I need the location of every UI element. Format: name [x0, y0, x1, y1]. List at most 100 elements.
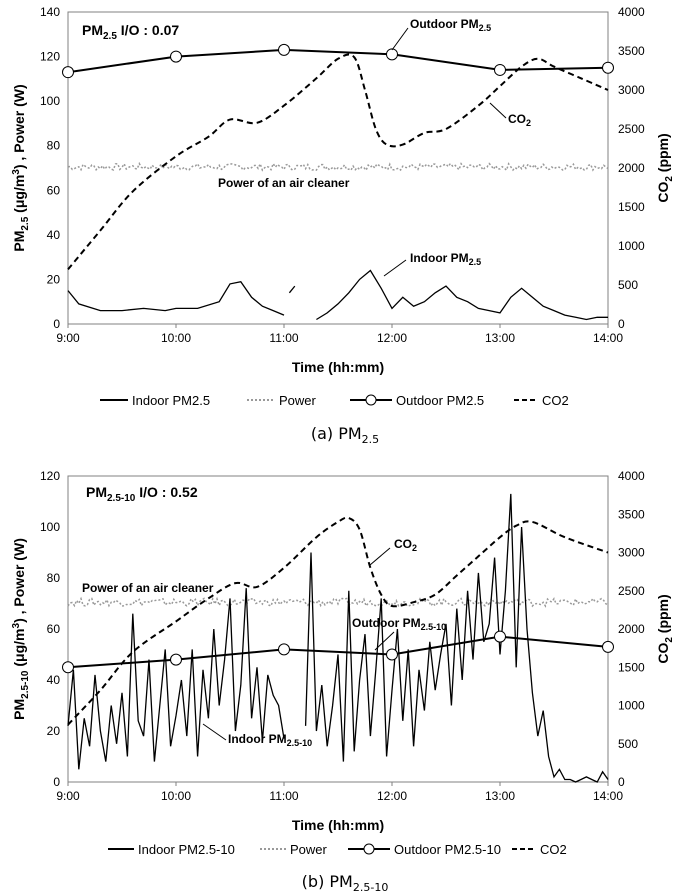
y-left-tick-label: 120: [40, 50, 60, 64]
y-left-tick-label: 60: [47, 622, 61, 636]
legend-marker-outdoor-a: [365, 394, 377, 406]
series-indoor-line: [67, 588, 285, 770]
y-left-tick-label: 0: [53, 775, 60, 789]
y-right-tick-label: 4000: [618, 5, 645, 19]
annotation-outdoor-b: Outdoor PM2.5-10: [352, 616, 446, 632]
legend-a: Indoor PM2.5 Power Outdoor PM2.5 CO2: [100, 393, 569, 408]
y-left-tick-label: 40: [47, 673, 61, 687]
series-power-line: [67, 161, 609, 172]
y-right-tick-label: 3500: [618, 44, 645, 58]
legend-label-indoor-a: Indoor PM2.5: [132, 393, 210, 408]
annotation-outdoor-a: Outdoor PM2.5: [410, 17, 491, 33]
legend-label-co2-a: CO2: [542, 393, 569, 408]
legend-label-co2-b: CO2: [540, 842, 567, 857]
y-right-tick-label: 2500: [618, 122, 645, 136]
series-indoor-line-segment: [316, 269, 608, 321]
y-left-tick-label: 80: [47, 571, 61, 585]
outdoor-point: [602, 640, 614, 653]
y-left-tick-label: 120: [40, 469, 60, 483]
series-power-line: [67, 596, 609, 608]
x-tick-label: 14:00: [593, 789, 623, 803]
annotation-arrow-outdoor-b: [374, 631, 395, 651]
chart-a: 0 20 40 60 80 100 120 140 0 500 1000 1500 2000 2500 3…: [11, 5, 675, 446]
annotation-indoor-a: Indoor PM2.5: [410, 251, 481, 267]
y-right-tick-label: 0: [618, 775, 625, 789]
y-axis-right-label-b: CO2 (ppm): [655, 594, 675, 663]
y-left-tick-label: 100: [40, 520, 60, 534]
series-indoor-line-segment: [304, 493, 609, 783]
x-tick-label: 10:00: [161, 789, 191, 803]
outdoor-point: [386, 648, 398, 661]
series-outdoor-line: [67, 48, 609, 74]
series-indoor-line-segment: [288, 285, 296, 294]
outdoor-point: [278, 43, 290, 56]
y-right-tick-label: 1000: [618, 239, 645, 253]
x-tick-label: 11:00: [269, 789, 298, 803]
y-left-tick-label: 140: [40, 5, 60, 19]
y-right-tick-label: 1500: [618, 200, 645, 214]
y-right-tick-label: 3500: [618, 507, 645, 521]
x-tick-label: 11:00: [269, 331, 298, 345]
x-tick-label: 13:00: [485, 789, 515, 803]
y-right-tick-label: 1000: [618, 699, 645, 713]
outdoor-point: [494, 63, 506, 76]
x-tick-label: 12:00: [377, 789, 407, 803]
x-tick-label: 14:00: [593, 331, 623, 345]
y-right-tick-label: 500: [618, 278, 638, 292]
y-right-tick-label: 0: [618, 317, 625, 331]
x-tick-label: 9:00: [56, 331, 80, 345]
outdoor-point: [278, 643, 290, 656]
legend-marker-outdoor-b: [363, 843, 375, 855]
x-tick-label: 10:00: [161, 331, 191, 345]
y-right-tick-label: 3000: [618, 546, 645, 560]
annotation-arrow-indoor-a: [383, 259, 407, 277]
y-right-tick-label: 2000: [618, 161, 645, 175]
x-axis-label-b: Time (hh:mm): [292, 817, 384, 833]
y-right-tick-label: 1500: [618, 660, 645, 674]
legend-label-indoor-b: Indoor PM2.5-10: [138, 842, 235, 857]
x-tick-label: 13:00: [485, 331, 515, 345]
annotation-co2-b: CO2: [394, 537, 417, 553]
legend-label-power-a: Power: [279, 393, 317, 408]
x-tick-label: 12:00: [377, 331, 407, 345]
series-co2-line: [67, 516, 609, 726]
annotation-power-b: Power of an air cleaner: [82, 581, 214, 595]
caption-a: (a) PM2.5: [311, 424, 379, 446]
y-left-tick-label: 20: [47, 724, 61, 738]
io-ratio-label-b: PM2.5-10 I/O : 0.52: [86, 484, 198, 504]
y-right-tick-label: 2500: [618, 584, 645, 598]
outdoor-point: [170, 50, 182, 63]
y-left-tick-label: 40: [47, 228, 61, 242]
caption-b: (b) PM2.5-10: [302, 872, 389, 894]
outdoor-point: [494, 630, 506, 643]
series-indoor-line: [67, 280, 285, 316]
y-right-tick-label: 3000: [618, 83, 645, 97]
annotation-arrow-co2-b: [369, 547, 391, 566]
io-ratio-label-a: PM2.5 I/O : 0.07: [82, 22, 179, 42]
y-left-tick-label: 60: [47, 183, 61, 197]
y-right-tick-label: 4000: [618, 469, 645, 483]
outdoor-point: [62, 66, 74, 79]
y-axis-left-label-b: PM2.5-10 (μg/m3) , Power (W): [11, 538, 31, 720]
y-left-tick-label: 0: [53, 317, 60, 331]
plot-area-b: [67, 475, 609, 783]
y-right-tick-label: 2000: [618, 622, 645, 636]
annotation-arrow-indoor-b: [202, 723, 227, 741]
series-co2-line: [67, 53, 609, 271]
y-axis-left-label-a: PM2.5 (μg/m3) , Power (W): [11, 84, 31, 251]
outdoor-point: [386, 48, 398, 61]
series-outdoor-line: [67, 635, 609, 669]
x-axis-label-a: Time (hh:mm): [292, 359, 384, 375]
outdoor-point: [170, 653, 182, 666]
y-right-tick-label: 500: [618, 737, 638, 751]
annotation-power-a: Power of an air cleaner: [218, 176, 350, 190]
y-left-tick-label: 20: [47, 272, 61, 286]
annotation-arrow-outdoor-a: [391, 27, 409, 51]
legend-label-power-b: Power: [290, 842, 328, 857]
legend-b: Indoor PM2.5-10 Power Outdoor PM2.5-10 C…: [108, 842, 567, 857]
legend-label-outdoor-b: Outdoor PM2.5-10: [394, 842, 501, 857]
y-left-tick-label: 80: [47, 139, 61, 153]
outdoor-point: [62, 661, 74, 674]
annotation-co2-a: CO2: [508, 112, 531, 128]
